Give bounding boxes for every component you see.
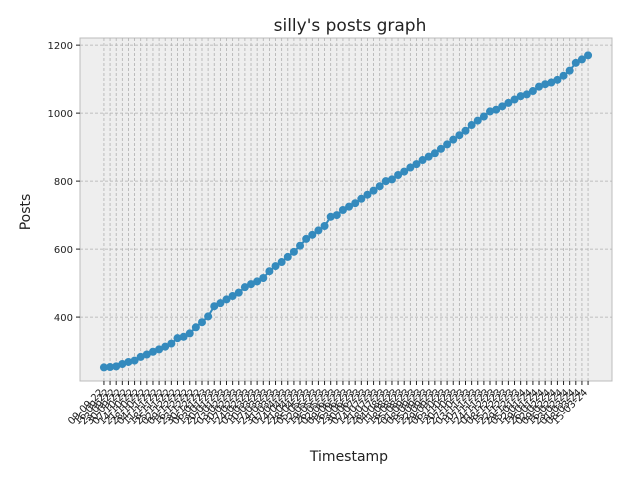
data-point bbox=[498, 102, 507, 111]
data-point bbox=[332, 211, 341, 220]
data-point bbox=[449, 135, 458, 144]
data-point bbox=[528, 87, 537, 96]
data-point bbox=[130, 356, 139, 365]
y-tick-label: 1000 bbox=[48, 109, 73, 120]
data-point bbox=[112, 362, 121, 371]
data-point bbox=[424, 152, 433, 161]
y-tick-label: 400 bbox=[54, 313, 73, 324]
data-point bbox=[486, 107, 495, 116]
data-point bbox=[345, 202, 354, 211]
data-point bbox=[277, 258, 286, 267]
data-point bbox=[142, 350, 151, 359]
data-point bbox=[455, 131, 464, 140]
data-point bbox=[492, 105, 501, 114]
data-point bbox=[412, 160, 421, 169]
data-point bbox=[510, 95, 519, 104]
data-point bbox=[443, 140, 452, 149]
data-point bbox=[473, 116, 482, 125]
data-point bbox=[326, 212, 335, 221]
data-point bbox=[253, 277, 262, 286]
data-point bbox=[99, 363, 108, 372]
y-tick-label: 600 bbox=[54, 245, 73, 256]
data-point bbox=[553, 75, 562, 84]
data-point bbox=[302, 234, 311, 243]
data-point bbox=[571, 58, 580, 67]
data-point bbox=[222, 295, 231, 304]
data-point bbox=[191, 323, 200, 332]
data-point bbox=[577, 55, 586, 64]
data-point bbox=[247, 280, 256, 289]
data-point bbox=[547, 78, 556, 87]
chart-title: silly's posts graph bbox=[274, 16, 427, 36]
data-point bbox=[430, 149, 439, 158]
y-tick-label: 800 bbox=[54, 177, 73, 188]
data-point bbox=[436, 144, 445, 153]
data-point bbox=[387, 175, 396, 184]
data-point bbox=[197, 318, 206, 327]
data-point bbox=[559, 71, 568, 80]
data-point bbox=[296, 241, 305, 250]
data-point bbox=[106, 363, 115, 372]
data-point bbox=[504, 98, 513, 107]
data-point bbox=[167, 339, 176, 348]
data-point bbox=[584, 51, 593, 60]
y-tick-label: 1200 bbox=[48, 41, 73, 52]
data-point bbox=[467, 121, 476, 130]
data-point bbox=[148, 347, 157, 356]
y-axis-label: Posts bbox=[18, 194, 34, 231]
data-point bbox=[136, 352, 145, 361]
data-point bbox=[179, 332, 188, 341]
data-point bbox=[265, 267, 274, 276]
data-point bbox=[479, 112, 488, 121]
data-point bbox=[210, 302, 219, 311]
data-point bbox=[289, 247, 298, 256]
data-point bbox=[234, 288, 243, 297]
data-point bbox=[240, 283, 249, 292]
data-point bbox=[522, 90, 531, 99]
x-axis-label: Timestamp bbox=[309, 449, 388, 465]
data-point bbox=[400, 167, 409, 176]
data-point bbox=[461, 126, 470, 135]
data-point bbox=[535, 82, 544, 91]
data-point bbox=[308, 230, 317, 239]
data-point bbox=[228, 292, 237, 301]
data-point bbox=[541, 80, 550, 89]
data-point bbox=[185, 329, 194, 338]
data-point bbox=[406, 163, 415, 172]
data-point bbox=[271, 262, 280, 271]
data-point bbox=[204, 312, 213, 321]
data-point bbox=[381, 177, 390, 186]
data-point bbox=[124, 357, 133, 366]
data-point bbox=[314, 226, 323, 235]
data-point bbox=[161, 342, 170, 351]
data-point bbox=[338, 206, 347, 215]
data-point bbox=[357, 194, 366, 203]
data-point bbox=[565, 66, 574, 75]
data-point bbox=[363, 190, 372, 199]
data-point bbox=[516, 92, 525, 101]
data-point bbox=[259, 273, 268, 282]
data-point bbox=[173, 334, 182, 343]
data-point bbox=[118, 360, 127, 369]
data-point bbox=[320, 221, 329, 230]
data-point bbox=[216, 299, 225, 308]
data-point bbox=[283, 252, 292, 261]
data-point bbox=[155, 345, 164, 354]
data-point bbox=[351, 199, 360, 208]
data-point bbox=[394, 170, 403, 179]
data-point bbox=[375, 182, 384, 191]
data-point bbox=[369, 186, 378, 195]
data-point bbox=[418, 156, 427, 165]
